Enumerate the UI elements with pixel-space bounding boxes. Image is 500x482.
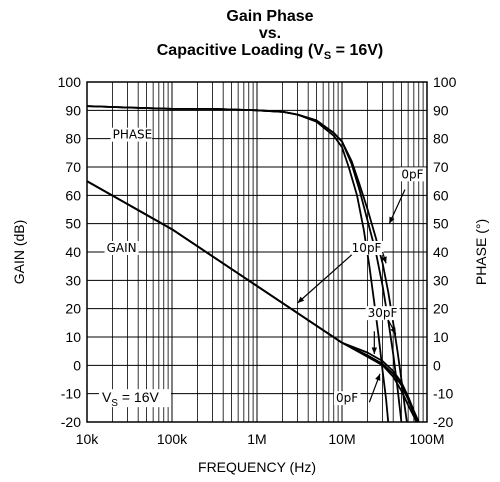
y-tick-label-left: 90 bbox=[65, 102, 81, 118]
annotation-label: GAIN bbox=[107, 241, 137, 255]
y-axis-label-right: PHASE (°) bbox=[473, 219, 489, 285]
annotation-bg bbox=[399, 167, 426, 182]
series-gain-30pf bbox=[86, 180, 420, 423]
annotation-bg bbox=[365, 306, 400, 321]
plot-frame bbox=[86, 81, 428, 423]
y-axis-label-left: GAIN (dB) bbox=[11, 220, 27, 285]
y-tick-label-left: 60 bbox=[65, 187, 81, 203]
x-tick-label: 1M bbox=[247, 431, 266, 447]
y-tick-label-left: 100 bbox=[58, 74, 82, 90]
x-tick-label: 100M bbox=[409, 431, 444, 447]
y-tick-label-right: 20 bbox=[433, 301, 449, 317]
y-tick-label-left: 20 bbox=[65, 301, 81, 317]
series-gain-10pf bbox=[86, 180, 419, 423]
annotation-bg bbox=[349, 241, 384, 255]
y-tick-label-left: 70 bbox=[65, 159, 81, 175]
annotation-arrowhead bbox=[381, 256, 387, 264]
annotation-arrowhead bbox=[371, 347, 378, 354]
chart-title-line1: Gain Phase bbox=[226, 8, 314, 25]
y-tick-label-right: 30 bbox=[433, 272, 449, 288]
y-tick-label-left: -20 bbox=[61, 414, 81, 430]
x-axis-label: FREQUENCY (Hz) bbox=[198, 459, 316, 475]
annotation-bg bbox=[104, 241, 139, 255]
annotation-arrowhead bbox=[390, 327, 396, 335]
annotation-bg bbox=[110, 127, 153, 142]
y-tick-label-right: 0 bbox=[433, 357, 441, 373]
y-tick-label-right: 10 bbox=[433, 329, 449, 345]
y-tick-label-right: 40 bbox=[433, 244, 449, 260]
y-tick-label-right: 60 bbox=[433, 187, 449, 203]
annotation-arrowhead bbox=[375, 373, 381, 381]
y-tick-label-left: 40 bbox=[65, 244, 81, 260]
y-tick-label-left: 50 bbox=[65, 216, 81, 232]
y-tick-label-right: 100 bbox=[433, 74, 457, 90]
x-tick-label: 10k bbox=[76, 431, 100, 447]
annotation-label: 10pF bbox=[352, 241, 382, 255]
y-tick-label-left: 80 bbox=[65, 131, 81, 147]
annotation-label: 30pF bbox=[368, 306, 398, 320]
series-layer bbox=[86, 105, 420, 423]
series-phase-30pf bbox=[86, 105, 390, 423]
annotation-label: PHASE bbox=[113, 128, 153, 142]
chart-title-line2: vs. bbox=[258, 25, 282, 42]
y-tick-label-left: -10 bbox=[61, 386, 81, 402]
y-tick-label-right: -10 bbox=[433, 386, 453, 402]
x-tick-label: 100k bbox=[157, 431, 188, 447]
y-tick-label-left: 10 bbox=[65, 329, 81, 345]
vs-label-bg bbox=[98, 389, 171, 408]
y-tick-label-right: 90 bbox=[433, 102, 449, 118]
vs-label: VS = 16V bbox=[102, 389, 160, 409]
chart-title-line3: Capacitive Loading (VS = 16V) bbox=[156, 42, 384, 63]
annotation-arrowhead bbox=[297, 296, 305, 303]
y-tick-label-left: 0 bbox=[73, 357, 81, 373]
annotation-bg bbox=[334, 391, 361, 406]
annotations: PHASE GAIN 0pF 10pF 30pF 0pF VS = 16V bbox=[98, 127, 426, 409]
annotation-arrowhead bbox=[389, 216, 395, 224]
annotation-arrow bbox=[297, 254, 353, 304]
tick-labels: -20 -20 -10 -10 0 0 10 10 20 20 30 30 40 40 50 50 60 60 70… bbox=[58, 74, 457, 447]
x-tick-label: 10M bbox=[328, 431, 355, 447]
annotation-label: 0pF bbox=[401, 167, 423, 181]
series-phase-0pf bbox=[86, 105, 408, 423]
y-tick-label-right: 80 bbox=[433, 131, 449, 147]
annotation-label: 0pF bbox=[336, 391, 358, 405]
y-tick-label-right: -20 bbox=[433, 414, 453, 430]
y-tick-label-right: 70 bbox=[433, 159, 449, 175]
y-tick-label-left: 30 bbox=[65, 272, 81, 288]
y-tick-label-right: 50 bbox=[433, 216, 449, 232]
